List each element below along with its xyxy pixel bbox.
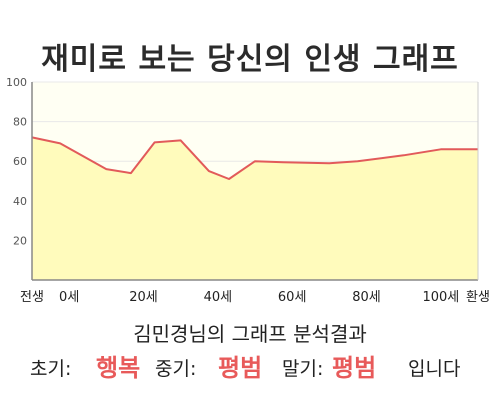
y-tick-label: 20	[13, 234, 27, 247]
series-line	[31, 136, 478, 180]
x-tick-label: 전생	[20, 290, 44, 305]
middle-stage-value: 평범	[218, 354, 263, 382]
y-tick-label: 40	[13, 195, 27, 208]
late-stage-label: 말기:	[282, 358, 324, 380]
y-tick-label: 60	[13, 155, 27, 168]
x-tick-label: 0세	[59, 290, 79, 305]
result-suffix: 입니다	[408, 358, 461, 380]
middle-stage-label: 중기:	[155, 358, 197, 380]
y-tick-label: 80	[13, 116, 27, 129]
x-tick-label: 환생	[466, 290, 490, 305]
y-tick-label: 100	[6, 76, 27, 89]
late-stage-value: 평범	[332, 354, 377, 382]
early-stage-value: 행복	[96, 354, 141, 382]
x-tick-label: 40세	[204, 290, 233, 305]
x-tick-label: 60세	[278, 290, 307, 305]
x-tick-label: 20세	[129, 290, 158, 305]
chart-title: 재미로 보는 당신의 인생 그래프	[41, 42, 459, 77]
early-stage-label: 초기:	[30, 358, 72, 380]
result-heading: 김민경님의 그래프 분석결과	[133, 322, 367, 346]
x-tick-label: 80세	[352, 290, 381, 305]
series-area	[32, 137, 478, 280]
x-tick-label: 100세	[422, 290, 459, 305]
result-summary: 초기: 행복 중기: 평범 말기: 평범 입니다	[0, 348, 500, 382]
